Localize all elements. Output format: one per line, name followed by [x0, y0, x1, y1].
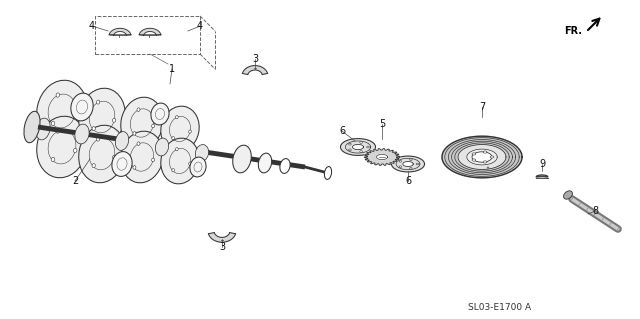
Ellipse shape	[487, 167, 489, 168]
Text: SL03-E1700 A: SL03-E1700 A	[468, 302, 532, 311]
Ellipse shape	[189, 130, 191, 133]
Ellipse shape	[112, 152, 132, 176]
Polygon shape	[353, 145, 364, 150]
Ellipse shape	[259, 153, 272, 173]
Polygon shape	[139, 28, 161, 35]
Ellipse shape	[133, 132, 136, 135]
Polygon shape	[376, 154, 387, 160]
Ellipse shape	[189, 162, 191, 165]
Ellipse shape	[121, 131, 163, 183]
Ellipse shape	[564, 191, 572, 199]
Polygon shape	[340, 138, 376, 155]
Ellipse shape	[115, 132, 129, 150]
Ellipse shape	[360, 142, 362, 143]
Ellipse shape	[360, 151, 362, 152]
Polygon shape	[458, 145, 506, 169]
Ellipse shape	[24, 111, 40, 143]
Ellipse shape	[472, 159, 476, 161]
Text: 1: 1	[169, 64, 175, 74]
Ellipse shape	[483, 151, 487, 153]
Text: 9: 9	[539, 159, 545, 169]
Text: 6: 6	[405, 176, 411, 186]
Ellipse shape	[349, 149, 351, 151]
Text: FR.: FR.	[564, 26, 582, 36]
Ellipse shape	[36, 116, 87, 178]
Ellipse shape	[79, 88, 125, 146]
Ellipse shape	[36, 118, 50, 140]
Ellipse shape	[92, 127, 95, 131]
Ellipse shape	[161, 106, 199, 152]
Ellipse shape	[483, 161, 487, 163]
Ellipse shape	[195, 145, 209, 161]
Ellipse shape	[74, 112, 77, 117]
Ellipse shape	[349, 143, 351, 145]
Text: 5: 5	[379, 119, 385, 129]
Text: 4: 4	[89, 21, 95, 31]
Ellipse shape	[367, 146, 369, 148]
Polygon shape	[392, 156, 424, 172]
Text: 3: 3	[219, 242, 225, 252]
Text: 7: 7	[479, 102, 485, 112]
Text: 4: 4	[197, 21, 203, 31]
Ellipse shape	[137, 108, 140, 111]
Ellipse shape	[133, 166, 136, 169]
Text: 6: 6	[339, 126, 345, 136]
Ellipse shape	[399, 166, 402, 167]
Ellipse shape	[175, 148, 178, 151]
Ellipse shape	[152, 124, 155, 128]
Text: 2: 2	[72, 176, 78, 186]
Ellipse shape	[56, 93, 60, 97]
Polygon shape	[209, 233, 236, 242]
Ellipse shape	[410, 159, 412, 160]
Ellipse shape	[71, 93, 93, 121]
Polygon shape	[536, 175, 548, 178]
Ellipse shape	[151, 103, 169, 125]
Ellipse shape	[175, 115, 178, 119]
Ellipse shape	[97, 100, 100, 104]
Ellipse shape	[172, 137, 175, 140]
Ellipse shape	[233, 145, 252, 173]
Ellipse shape	[51, 121, 55, 126]
Ellipse shape	[156, 138, 168, 156]
Ellipse shape	[56, 129, 60, 133]
Ellipse shape	[472, 153, 476, 155]
Ellipse shape	[74, 148, 77, 152]
Ellipse shape	[137, 142, 140, 145]
Text: 3: 3	[252, 54, 258, 64]
Ellipse shape	[490, 156, 494, 158]
Ellipse shape	[172, 169, 175, 172]
Ellipse shape	[36, 80, 87, 142]
Polygon shape	[243, 66, 268, 75]
Ellipse shape	[280, 159, 290, 174]
Polygon shape	[365, 149, 399, 165]
Ellipse shape	[51, 157, 55, 162]
Polygon shape	[442, 136, 522, 178]
Ellipse shape	[324, 167, 332, 180]
Ellipse shape	[121, 97, 163, 149]
Ellipse shape	[399, 160, 402, 162]
Ellipse shape	[113, 155, 116, 159]
Ellipse shape	[410, 167, 412, 169]
Ellipse shape	[79, 125, 125, 183]
Polygon shape	[109, 28, 131, 35]
Ellipse shape	[190, 157, 206, 177]
Ellipse shape	[161, 138, 199, 184]
Polygon shape	[403, 161, 413, 167]
Ellipse shape	[75, 124, 89, 144]
Ellipse shape	[97, 137, 100, 141]
Polygon shape	[472, 152, 492, 162]
Ellipse shape	[416, 163, 419, 165]
Ellipse shape	[113, 118, 116, 122]
Ellipse shape	[92, 164, 95, 168]
Ellipse shape	[152, 158, 155, 162]
Polygon shape	[467, 149, 497, 165]
Text: 8: 8	[592, 206, 598, 216]
